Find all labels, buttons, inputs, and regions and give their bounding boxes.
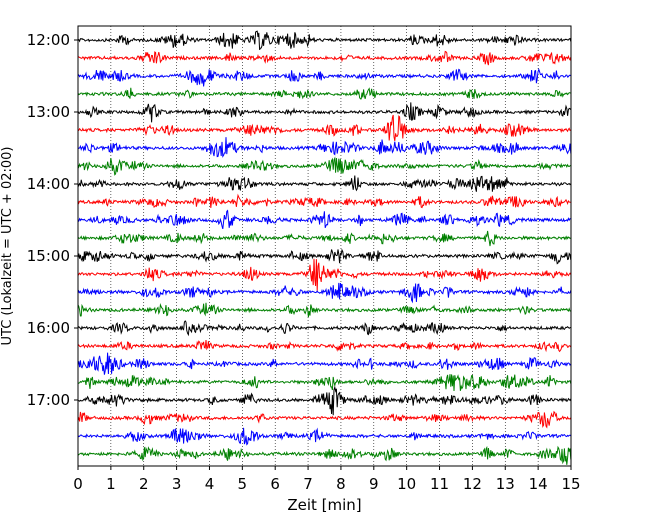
trace-1500 — [77, 248, 572, 265]
x-tick-label: 4 — [205, 475, 215, 493]
trace-layer — [77, 30, 572, 465]
trace-1600 — [77, 320, 571, 337]
trace-1515 — [77, 258, 572, 291]
trace-1700 — [77, 385, 572, 416]
x-tick-label: 2 — [139, 475, 149, 493]
x-axis-label: Zeit [min] — [287, 496, 361, 514]
y-tick-label: 13:00 — [27, 103, 70, 121]
grid-lines — [110, 26, 539, 466]
trace-1330 — [77, 137, 572, 158]
trace-1245 — [77, 87, 572, 100]
x-tick-label: 7 — [303, 475, 313, 493]
trace-1315 — [77, 114, 572, 141]
x-tick-label: 12 — [463, 475, 482, 493]
y-axis-label: UTC (Lokalzeit = UTC + 02:00) — [0, 147, 15, 346]
x-tick-label: 15 — [561, 475, 580, 493]
trace-1545 — [77, 302, 571, 318]
trace-1200 — [77, 30, 572, 51]
x-tick-label: 9 — [369, 475, 379, 493]
trace-1730 — [77, 427, 572, 446]
trace-1715 — [77, 410, 572, 429]
trace-1445 — [77, 230, 571, 247]
x-tick-label: 3 — [172, 475, 182, 493]
y-tick-label: 12:00 — [27, 31, 70, 49]
trace-1645 — [77, 374, 572, 391]
trace-1215 — [77, 50, 572, 66]
plot-frame — [77, 25, 572, 467]
trace-1300 — [77, 102, 572, 123]
y-tick-label: 14:00 — [27, 175, 70, 193]
trace-1615 — [77, 339, 572, 353]
x-tick-label: 6 — [270, 475, 280, 493]
y-ticks: 12:00 13:00 14:00 15:00 16:00 17:00 — [27, 31, 78, 409]
x-tick-label: 8 — [336, 475, 346, 493]
trace-1530 — [77, 282, 572, 304]
trace-1745 — [77, 445, 572, 465]
trace-1630 — [77, 352, 572, 375]
x-ticks: 0 1 2 3 4 5 6 7 8 9 10 11 12 13 14 15 — [73, 466, 581, 493]
x-tick-label: 0 — [73, 475, 83, 493]
x-tick-label: 13 — [496, 475, 515, 493]
trace-1400 — [77, 175, 572, 192]
trace-1415 — [77, 193, 571, 209]
x-tick-label: 14 — [529, 475, 548, 493]
y-tick-label: 15:00 — [27, 247, 70, 265]
y-tick-label: 16:00 — [27, 319, 70, 337]
x-tick-label: 10 — [397, 475, 416, 493]
x-tick-label: 5 — [238, 475, 248, 493]
trace-1430 — [77, 209, 572, 230]
x-tick-label: 1 — [106, 475, 116, 493]
y-tick-label: 17:00 — [27, 391, 70, 409]
trace-1345 — [77, 156, 572, 176]
trace-1230 — [77, 68, 572, 87]
x-tick-label: 11 — [430, 475, 449, 493]
